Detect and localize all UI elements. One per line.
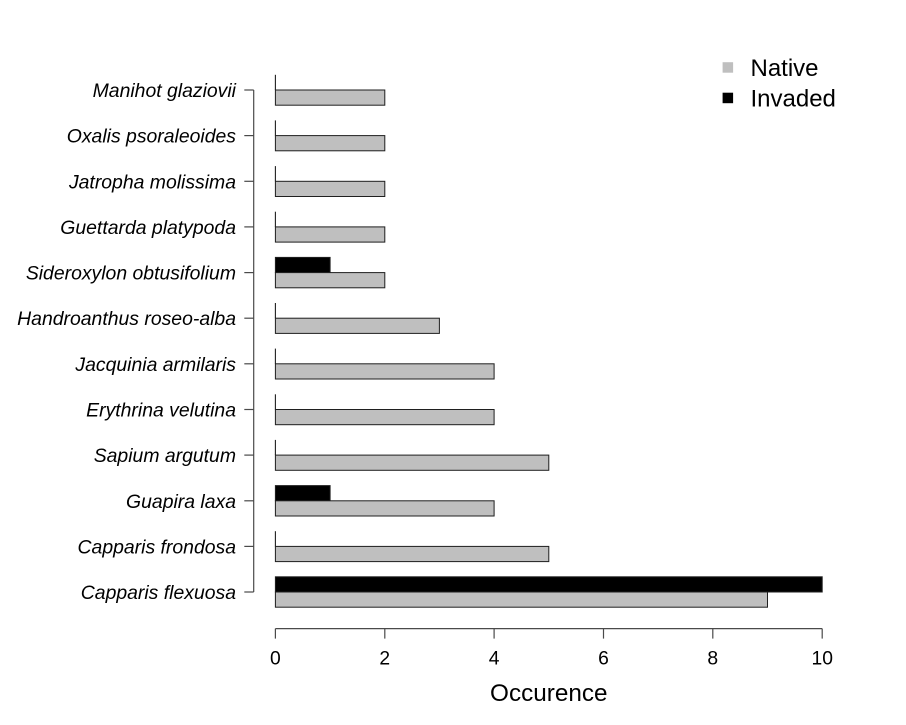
svg-text:Capparis flexuosa: Capparis flexuosa <box>81 582 236 604</box>
svg-text:Native: Native <box>751 55 819 82</box>
svg-text:0: 0 <box>270 648 281 669</box>
svg-text:Capparis frondosa: Capparis frondosa <box>78 536 237 558</box>
svg-text:Occurence: Occurence <box>490 680 608 707</box>
svg-text:Sapium argutum: Sapium argutum <box>94 445 236 467</box>
svg-text:Handroanthus roseo-alba: Handroanthus roseo-alba <box>17 308 236 330</box>
svg-text:Jatropha molissima: Jatropha molissima <box>68 171 236 193</box>
svg-text:Erythrina velutina: Erythrina velutina <box>86 400 236 422</box>
svg-text:8: 8 <box>707 648 718 669</box>
svg-text:Jacquinia armilaris: Jacquinia armilaris <box>74 354 236 376</box>
svg-text:6: 6 <box>598 648 609 669</box>
svg-text:Manihot glaziovii: Manihot glaziovii <box>93 80 237 102</box>
svg-text:Sideroxylon obtusifolium: Sideroxylon obtusifolium <box>26 263 236 285</box>
svg-text:10: 10 <box>811 648 832 669</box>
svg-text:Oxalis psoraleoides: Oxalis psoraleoides <box>67 126 237 148</box>
svg-text:Invaded: Invaded <box>751 85 836 112</box>
svg-text:Guapira laxa: Guapira laxa <box>126 491 236 513</box>
svg-text:4: 4 <box>489 648 500 669</box>
svg-text:Guettarda platypoda: Guettarda platypoda <box>60 217 236 239</box>
svg-text:2: 2 <box>379 648 390 669</box>
